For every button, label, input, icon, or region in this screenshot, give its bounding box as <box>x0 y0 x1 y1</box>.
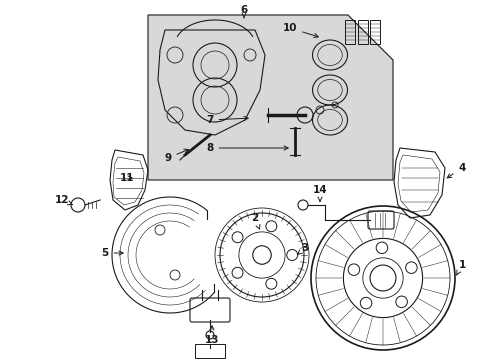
Polygon shape <box>158 30 264 135</box>
Text: 14: 14 <box>312 185 326 201</box>
Circle shape <box>347 264 359 275</box>
Text: 12: 12 <box>55 195 72 205</box>
Text: 13: 13 <box>204 326 219 345</box>
Text: 1: 1 <box>455 260 465 275</box>
Text: 8: 8 <box>206 143 287 153</box>
Text: 11: 11 <box>120 173 134 183</box>
Circle shape <box>252 246 271 264</box>
Circle shape <box>360 297 371 309</box>
Text: 10: 10 <box>282 23 318 37</box>
Text: 5: 5 <box>101 248 123 258</box>
Text: 3: 3 <box>297 243 308 254</box>
Text: 2: 2 <box>251 213 259 229</box>
Text: 7: 7 <box>206 115 247 125</box>
Text: 6: 6 <box>240 5 247 18</box>
Polygon shape <box>148 15 392 180</box>
Text: 4: 4 <box>447 163 465 178</box>
Circle shape <box>405 262 416 273</box>
Circle shape <box>375 242 387 253</box>
Circle shape <box>369 265 395 291</box>
Text: 9: 9 <box>164 149 188 163</box>
Circle shape <box>395 296 407 307</box>
